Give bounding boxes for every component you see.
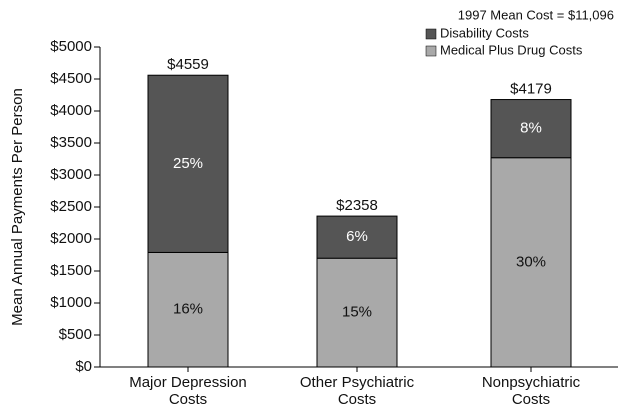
y-tick-label: $4000	[50, 102, 92, 119]
x-tick-label: Costs	[169, 391, 207, 408]
y-axis-label: Mean Annual Payments Per Person	[9, 88, 26, 326]
y-tick-label: $3500	[50, 134, 92, 151]
y-tick-label: $2500	[50, 198, 92, 215]
segment-label: 16%	[173, 301, 203, 318]
legend-swatch	[425, 45, 437, 57]
x-tick-label: Nonpsychiatric	[482, 374, 581, 391]
y-tick-label: $1500	[50, 262, 92, 279]
bar-segment	[490, 157, 572, 368]
bar-segment	[147, 251, 229, 368]
total-label: $2358	[336, 197, 378, 214]
y-tick-label: $3000	[50, 166, 92, 183]
bar-segment	[490, 99, 572, 159]
segment-label: 6%	[346, 228, 368, 245]
legend-swatch	[425, 28, 437, 40]
x-tick-label: Major Depression	[129, 374, 247, 391]
y-tick-label: $1000	[50, 294, 92, 311]
x-tick-label: Costs	[338, 391, 376, 408]
bar-segment	[316, 257, 398, 368]
total-label: $4559	[167, 56, 209, 73]
legend-label: Medical Plus Drug Costs	[440, 42, 583, 57]
x-tick-label: Costs	[512, 391, 550, 408]
y-tick-label: $2000	[50, 230, 92, 247]
y-tick-label: $4500	[50, 70, 92, 87]
segment-label: 15%	[342, 304, 372, 321]
segment-label: 8%	[520, 120, 542, 137]
y-tick-label: $0	[75, 358, 92, 375]
y-tick-label: $500	[59, 326, 92, 343]
x-tick-label: Other Psychiatric	[300, 374, 415, 391]
legend-title: 1997 Mean Cost = $11,096	[458, 7, 614, 22]
legend-label: Disability Costs	[440, 25, 529, 40]
segment-label: 25%	[173, 155, 203, 172]
total-label: $4179	[510, 81, 552, 98]
y-tick-label: $5000	[50, 38, 92, 55]
bar-segment	[147, 74, 229, 253]
segment-label: 30%	[516, 253, 546, 270]
bar-segment	[316, 215, 398, 259]
